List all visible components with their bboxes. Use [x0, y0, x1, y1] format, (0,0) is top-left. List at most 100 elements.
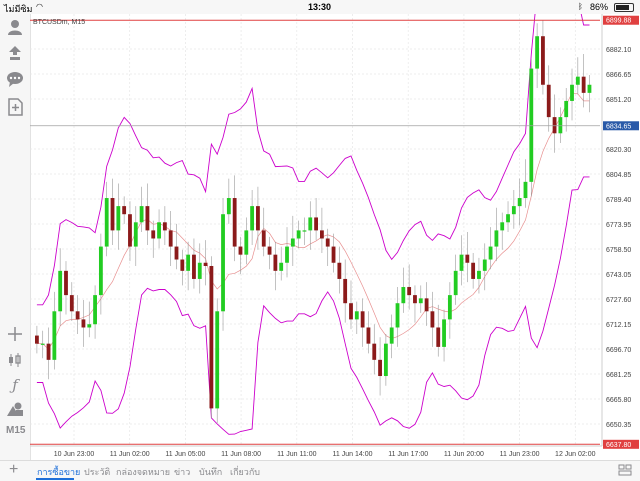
upper-band-line	[36, 0, 590, 306]
candle-body	[366, 327, 371, 344]
candle-body	[87, 324, 92, 328]
price-tick-label: 6866.65	[606, 72, 631, 79]
candle-body	[174, 246, 179, 260]
candle-body	[581, 76, 586, 93]
candle-body	[302, 230, 307, 232]
candle-body	[523, 181, 528, 199]
candle-body	[517, 198, 522, 207]
price-tick-label: 6681.25	[606, 372, 631, 379]
candle-body	[314, 217, 318, 231]
candle-body	[570, 84, 574, 101]
candle-body	[482, 259, 487, 271]
candle-body	[575, 76, 580, 85]
candle-body	[308, 217, 313, 231]
candle-body	[238, 246, 243, 255]
candle-body	[395, 303, 400, 328]
bid-price-box	[603, 439, 639, 449]
candle-body	[407, 287, 412, 296]
candle-body	[552, 117, 557, 134]
candle-body	[40, 343, 45, 345]
candle-body	[325, 238, 330, 247]
objects-icon[interactable]	[4, 398, 26, 420]
candle-body	[564, 100, 569, 118]
add-icon[interactable]: +	[9, 461, 19, 478]
status-bar: ไม่มีซิม ◠ 13:30 ᛒ 86%	[0, 0, 640, 14]
price-chart[interactable]: BTCUSDm, M15 6882.10 6866.65 6851.20 6820.3…	[30, 0, 640, 460]
candle-body	[389, 327, 394, 344]
time-tick-label: 11 Jun 20:00	[444, 451, 484, 458]
candle-body	[558, 117, 563, 134]
candle-body	[465, 254, 470, 263]
candle-body	[261, 230, 266, 247]
candle-body	[35, 335, 39, 344]
tab-trade[interactable]: การซื้อขาย	[37, 467, 81, 477]
ask-price-box	[603, 15, 639, 25]
candle-body	[360, 311, 365, 328]
candle-body	[256, 206, 260, 231]
candle-body	[192, 254, 196, 279]
candle-body	[58, 270, 63, 312]
candle-body	[535, 36, 540, 69]
candle-body	[203, 262, 208, 266]
function-icon[interactable]: ƒ	[12, 376, 18, 394]
account-icon[interactable]	[4, 16, 26, 38]
lower-band-line	[36, 176, 590, 435]
candle-body	[75, 311, 80, 320]
candle-body	[250, 206, 255, 231]
price-tick-label: 6727.60	[606, 297, 631, 304]
left-toolbar: ƒ M15	[0, 14, 31, 460]
price-marker-box	[603, 121, 639, 131]
candle-body	[511, 206, 516, 215]
chat-icon[interactable]	[4, 68, 26, 90]
crosshair-icon[interactable]	[4, 323, 26, 345]
candle-body	[459, 254, 464, 271]
wifi-icon: ◠	[36, 2, 43, 11]
time-tick-label: 11 Jun 11:00	[277, 451, 317, 458]
candle-body	[354, 311, 359, 320]
carrier-label: ไม่มีซิม	[4, 4, 33, 14]
candle-body	[447, 295, 452, 320]
candle-body	[46, 343, 51, 360]
battery-percent: 86%	[590, 2, 609, 12]
price-tick-label: 6743.05	[606, 272, 631, 279]
split-view-icon[interactable]	[618, 464, 632, 476]
trade-arrows-icon[interactable]	[4, 42, 26, 64]
price-tick-label: 6882.10	[606, 47, 631, 54]
add-document-icon[interactable]	[4, 96, 26, 118]
price-tick-label: 6804.85	[606, 172, 631, 179]
chart-area[interactable]: BTCUSDm, M15 6882.10 6866.65 6851.20 6820.3…	[30, 0, 640, 460]
tab-journal[interactable]: บันทึก	[199, 467, 223, 477]
time-tick-label: 11 Jun 17:00	[388, 451, 428, 458]
candle-body	[69, 295, 74, 312]
candles-icon[interactable]	[4, 349, 26, 371]
candle-body	[64, 270, 68, 296]
candle-body	[383, 343, 388, 377]
candle-body	[413, 295, 417, 304]
candle-body	[372, 343, 377, 360]
tab-about[interactable]: เกี่ยวกับ	[230, 467, 261, 477]
candle-body	[296, 230, 301, 239]
candle-body	[209, 265, 214, 409]
candle-body	[436, 327, 441, 347]
active-tab-indicator	[36, 478, 74, 480]
candle-body	[133, 222, 138, 247]
candle-body	[453, 270, 458, 296]
candle-body	[267, 246, 272, 255]
candle-body	[104, 198, 109, 247]
clock: 13:30	[308, 2, 332, 12]
candle-body	[128, 214, 132, 247]
candle-body	[541, 36, 545, 85]
timeframe-label[interactable]: M15	[6, 425, 26, 436]
tab-mailbox[interactable]: กล่องจดหมาย	[116, 467, 171, 477]
candle-body	[186, 254, 191, 271]
tab-news[interactable]: ข่าว	[174, 467, 191, 477]
candle-body	[331, 246, 336, 263]
bottom-tab-bar: + การซื้อขาย ประวัติ กล่องจดหมาย ข่าว บั…	[0, 460, 640, 481]
candle-body	[378, 359, 382, 377]
price-tick-label: 6712.15	[606, 322, 631, 329]
tab-history[interactable]: ประวัติ	[84, 467, 111, 477]
candle-body	[122, 206, 127, 215]
candle-body	[81, 319, 86, 328]
candle-body	[197, 262, 202, 279]
candle-body	[494, 230, 499, 247]
